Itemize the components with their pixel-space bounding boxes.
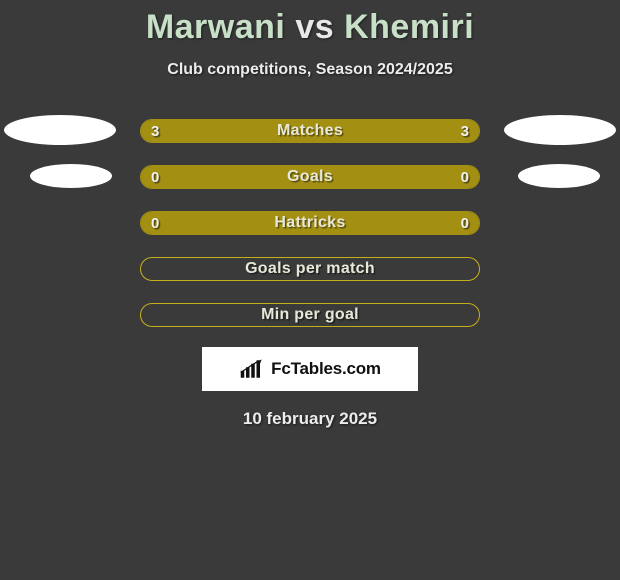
stat-label: Goals <box>287 168 333 186</box>
player2-oval-icon <box>518 164 600 188</box>
stat-bar: 0 Hattricks 0 <box>140 211 480 235</box>
date-text: 10 february 2025 <box>0 409 620 429</box>
player1-oval-icon <box>4 115 116 145</box>
player2-name: Khemiri <box>344 8 474 46</box>
stat-bar: 3 Matches 3 <box>140 119 480 143</box>
stat-row-goals-per-match: Goals per match <box>0 255 620 283</box>
stat-bar: Goals per match <box>140 257 480 281</box>
player2-oval-icon <box>504 115 616 145</box>
stat-value-left: 3 <box>151 123 159 140</box>
stat-label: Goals per match <box>245 260 375 278</box>
bar-fill-right <box>310 166 479 188</box>
bar-fill-left <box>141 166 310 188</box>
stat-bar: Min per goal <box>140 303 480 327</box>
comparison-infographic: Marwani vs Khemiri Club competitions, Se… <box>0 0 620 580</box>
stats-rows: 3 Matches 3 0 Goals 0 0 Hattricks <box>0 117 620 329</box>
player1-oval-icon <box>30 164 112 188</box>
logo-text: FcTables.com <box>271 359 381 379</box>
page-title: Marwani vs Khemiri <box>0 8 620 47</box>
stat-label: Hattricks <box>274 214 345 232</box>
logo: FcTables.com <box>202 347 418 391</box>
stat-row-goals: 0 Goals 0 <box>0 163 620 191</box>
subtitle: Club competitions, Season 2024/2025 <box>0 61 620 79</box>
stat-value-right: 0 <box>461 169 469 186</box>
stat-label: Matches <box>277 122 343 140</box>
stat-value-right: 3 <box>461 123 469 140</box>
stat-value-left: 0 <box>151 215 159 232</box>
stat-value-left: 0 <box>151 169 159 186</box>
stat-value-right: 0 <box>461 215 469 232</box>
stat-row-min-per-goal: Min per goal <box>0 301 620 329</box>
player1-name: Marwani <box>146 8 286 46</box>
stat-label: Min per goal <box>261 306 359 324</box>
stat-bar: 0 Goals 0 <box>140 165 480 189</box>
stat-row-hattricks: 0 Hattricks 0 <box>0 209 620 237</box>
stat-row-matches: 3 Matches 3 <box>0 117 620 145</box>
bar-chart-icon <box>239 358 267 380</box>
vs-text: vs <box>295 8 334 46</box>
